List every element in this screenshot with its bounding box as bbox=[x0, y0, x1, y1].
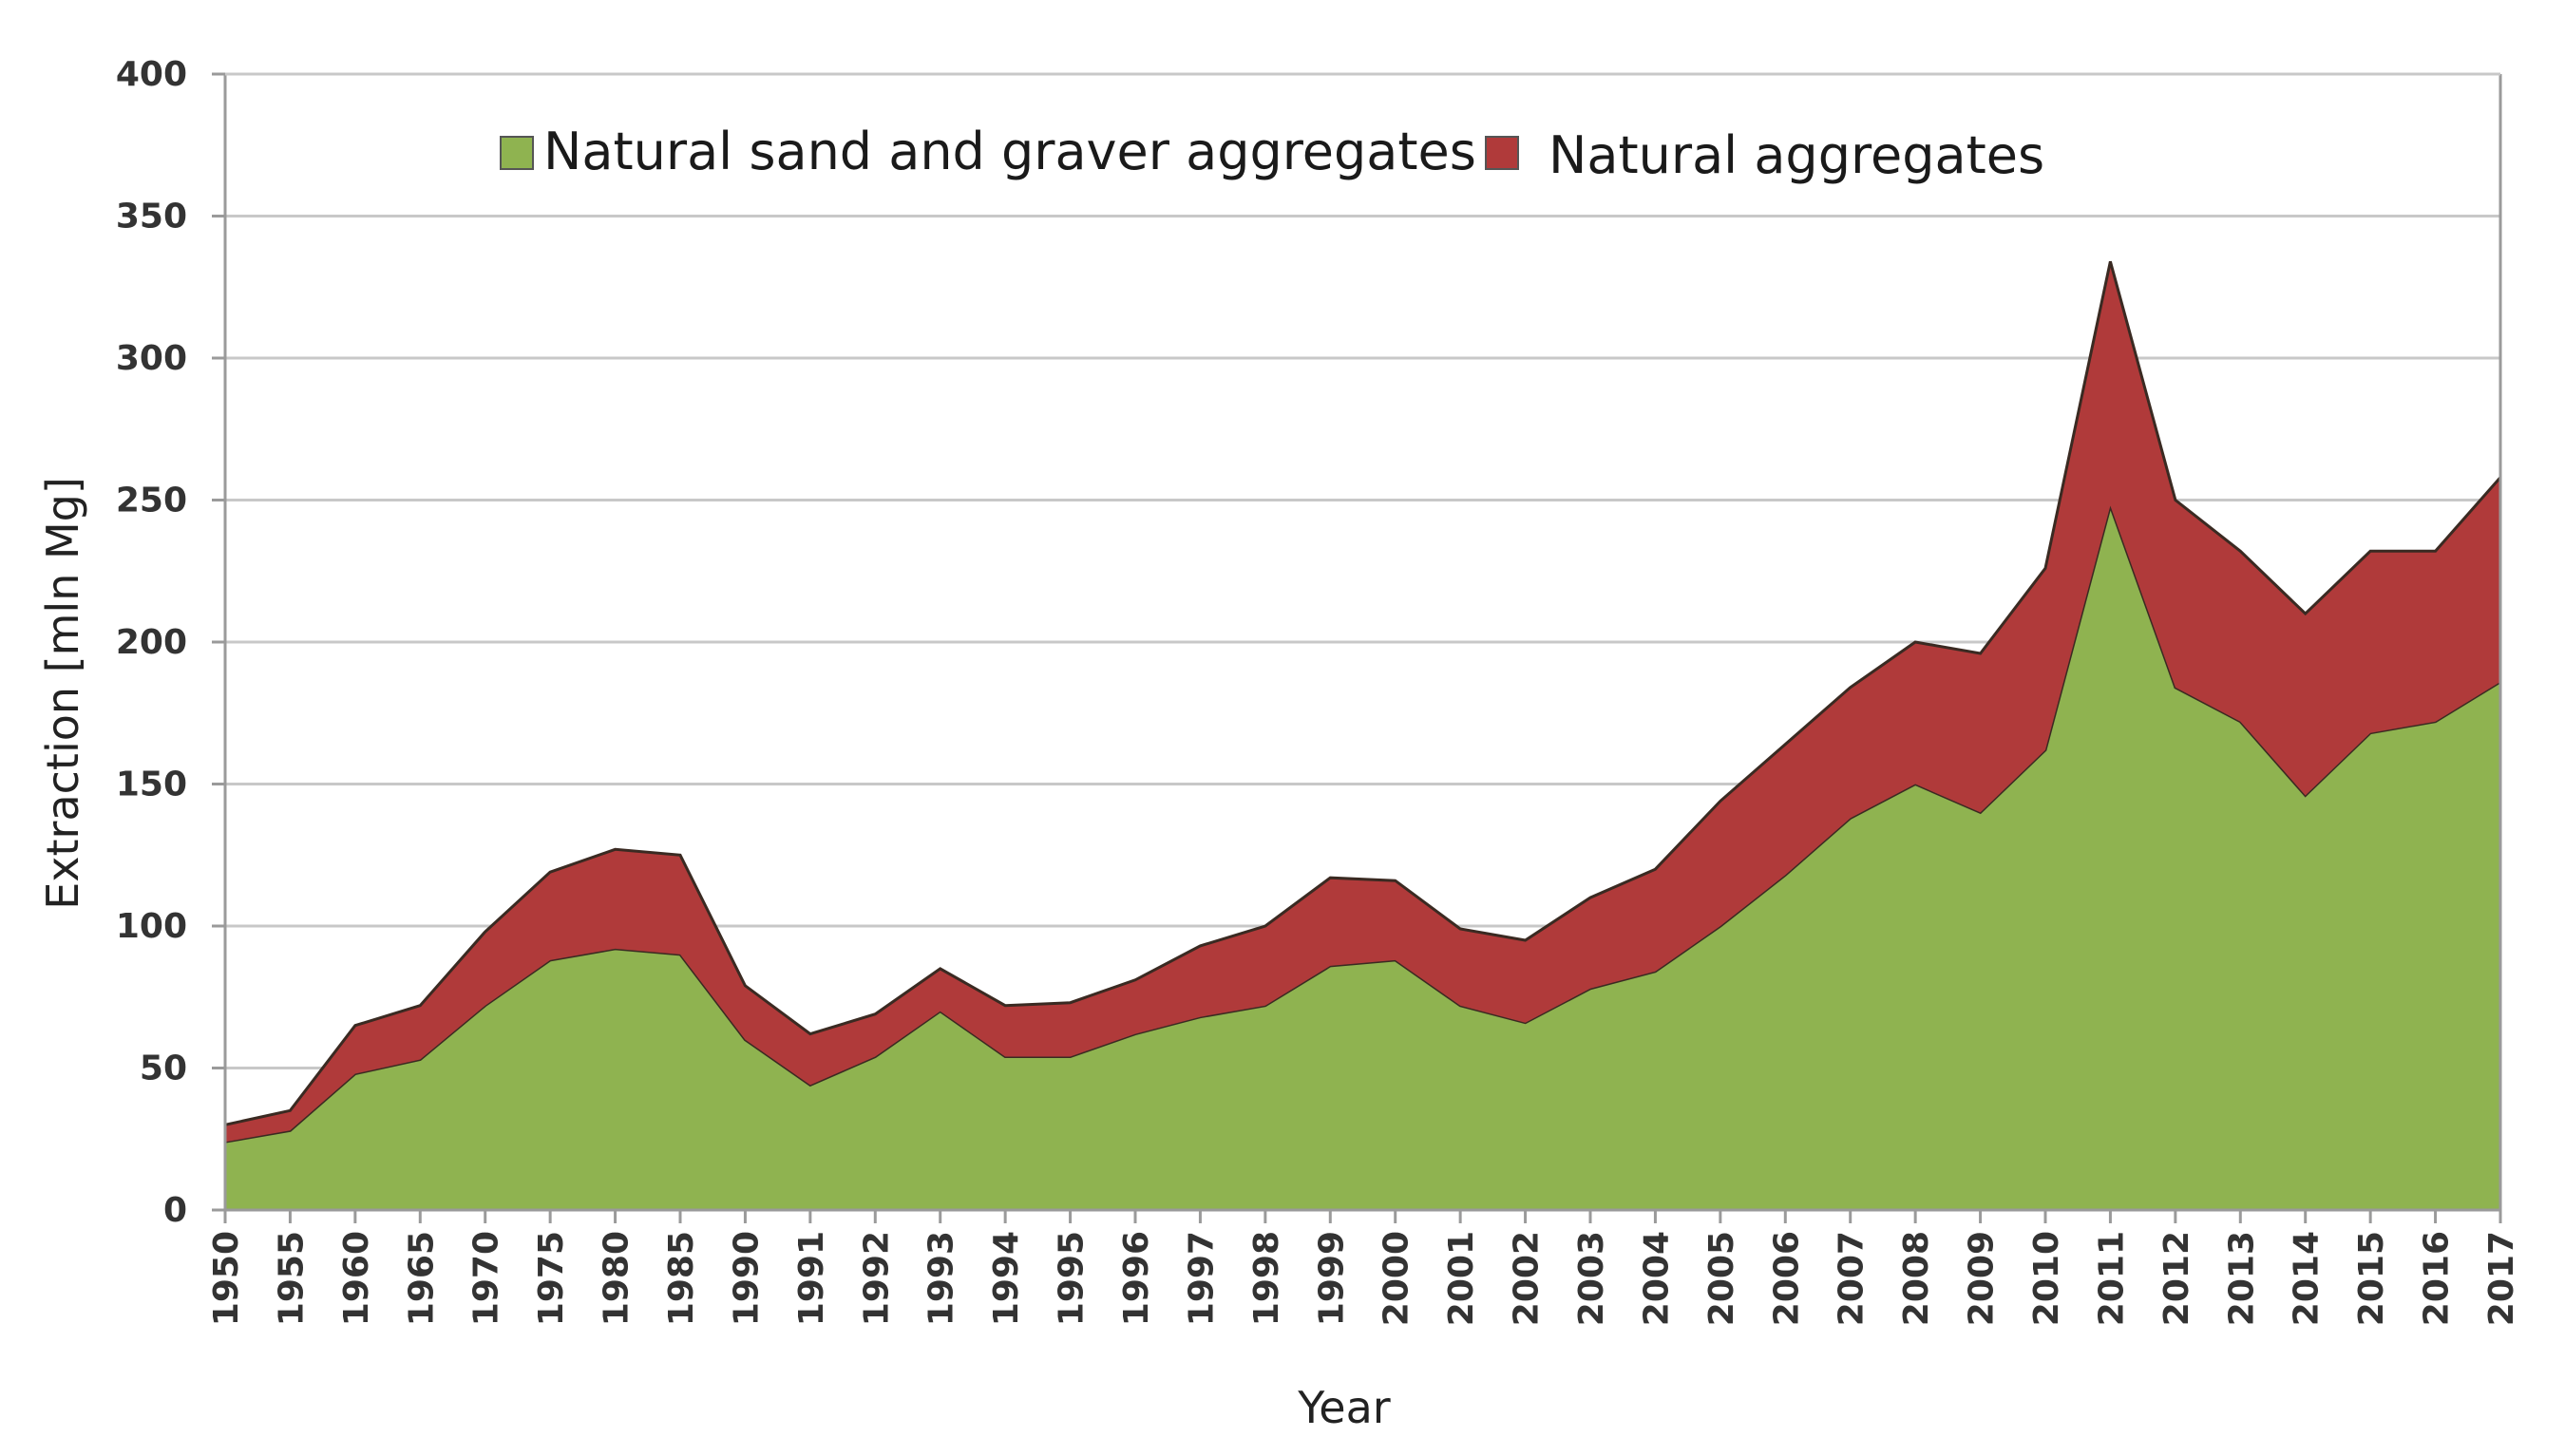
x-tick-label: 1965 bbox=[402, 1231, 441, 1326]
y-tick-label: 100 bbox=[116, 907, 187, 946]
x-tick-label: 1998 bbox=[1247, 1231, 1286, 1326]
x-axis-title: Year bbox=[1297, 1382, 1390, 1433]
x-tick-label: 1991 bbox=[792, 1231, 831, 1326]
legend-label-natural-aggregates: Natural aggregates bbox=[1548, 125, 2044, 185]
x-tick-label: 1990 bbox=[727, 1231, 766, 1326]
y-tick-label: 400 bbox=[116, 55, 187, 94]
x-tick-label: 1997 bbox=[1182, 1231, 1221, 1326]
x-tick-label: 2005 bbox=[1702, 1231, 1741, 1326]
y-axis-title: Extraction [mln Mg] bbox=[37, 477, 88, 910]
x-tick-label: 2007 bbox=[1833, 1231, 1872, 1326]
x-tick-label: 2011 bbox=[2092, 1231, 2131, 1326]
area-series-0 bbox=[225, 505, 2500, 1210]
area-series-1 bbox=[225, 261, 2500, 1143]
x-tick-label: 1955 bbox=[272, 1231, 311, 1326]
x-tick-label: 1985 bbox=[662, 1231, 701, 1326]
plot-areas bbox=[224, 260, 2502, 1210]
x-tick-label: 1980 bbox=[598, 1231, 636, 1326]
x-tick-label: 2013 bbox=[2222, 1231, 2261, 1326]
x-tick-label: 2010 bbox=[2027, 1231, 2066, 1326]
y-tick-label: 50 bbox=[140, 1049, 187, 1088]
y-tick-label: 150 bbox=[116, 766, 187, 804]
y-tick-label: 350 bbox=[116, 198, 187, 236]
y-tick-label: 300 bbox=[116, 339, 187, 378]
x-tick-label: 1970 bbox=[467, 1231, 506, 1326]
x-tick-label: 1993 bbox=[922, 1231, 961, 1326]
legend-label-sand-gravel: Natural sand and graver aggregates bbox=[543, 122, 1476, 181]
legend-swatch-natural-aggregates bbox=[1485, 136, 1519, 170]
series-outline-1 bbox=[224, 260, 2502, 1126]
y-tick-labels: 0 50 100 150 200 250 300 350 400 bbox=[116, 55, 187, 1230]
x-tick-label: 2003 bbox=[1572, 1231, 1611, 1326]
x-tick-label: 2015 bbox=[2352, 1231, 2391, 1326]
x-tick-label: 1995 bbox=[1053, 1231, 1092, 1326]
legend: Natural sand and graver aggregates Natur… bbox=[500, 122, 2044, 185]
x-tick-labels: 1950 1955 1960 1965 1970 1975 1980 1985 1990 1991… bbox=[207, 1231, 2521, 1326]
x-tick-label: 1999 bbox=[1312, 1231, 1351, 1326]
x-tick-label: 1960 bbox=[337, 1231, 376, 1326]
x-tick-label: 2002 bbox=[1508, 1231, 1547, 1326]
x-tick-label: 2000 bbox=[1378, 1231, 1416, 1326]
x-tick-label: 2006 bbox=[1767, 1231, 1806, 1326]
y-tick-label: 200 bbox=[116, 623, 187, 662]
x-tick-label: 2008 bbox=[1897, 1231, 1936, 1326]
x-tick-label: 1992 bbox=[857, 1231, 896, 1326]
x-tick-label: 1950 bbox=[207, 1231, 246, 1326]
y-tick-label: 0 bbox=[163, 1191, 187, 1230]
x-tick-label: 2014 bbox=[2288, 1231, 2327, 1326]
axes bbox=[212, 72, 2502, 1223]
y-tick-label: 250 bbox=[116, 482, 187, 520]
x-tick-label: 1975 bbox=[532, 1231, 571, 1326]
x-tick-label: 2009 bbox=[1963, 1231, 2002, 1326]
x-tick-label: 2004 bbox=[1637, 1231, 1676, 1326]
x-tick-label: 1994 bbox=[987, 1231, 1026, 1326]
x-tick-label: 2001 bbox=[1442, 1231, 1481, 1326]
x-tick-label: 2016 bbox=[2418, 1231, 2457, 1326]
x-tick-label: 1996 bbox=[1117, 1231, 1156, 1326]
legend-swatch-sand-gravel bbox=[500, 136, 534, 170]
x-tick-label: 2012 bbox=[2157, 1231, 2196, 1326]
x-tick-label: 2017 bbox=[2482, 1231, 2521, 1326]
